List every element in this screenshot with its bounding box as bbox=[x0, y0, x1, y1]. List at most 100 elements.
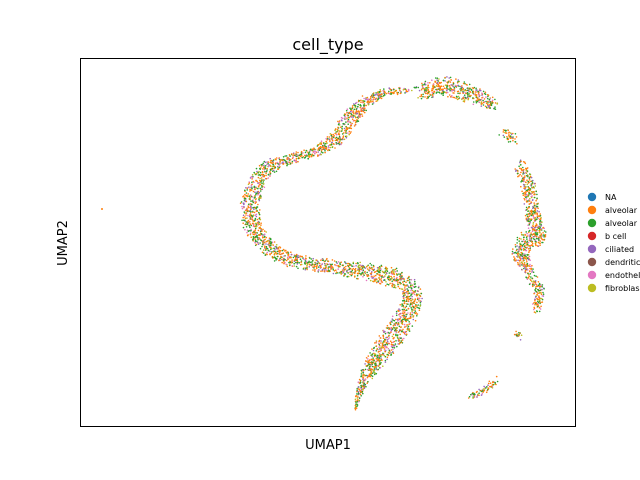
scatter-point bbox=[417, 299, 420, 301]
scatter-point bbox=[242, 214, 245, 217]
scatter-point bbox=[537, 288, 539, 291]
scatter-point bbox=[375, 340, 378, 342]
scatter-point bbox=[438, 81, 441, 84]
scatter-point bbox=[325, 137, 328, 140]
scatter-point bbox=[388, 328, 390, 331]
scatter-point bbox=[442, 94, 445, 96]
scatter-point bbox=[253, 233, 255, 236]
scatter-point bbox=[530, 212, 533, 214]
scatter-point bbox=[392, 333, 395, 336]
scatter-point bbox=[378, 354, 381, 357]
scatter-point bbox=[367, 355, 370, 357]
scatter-point bbox=[327, 269, 330, 271]
scatter-point bbox=[357, 105, 359, 108]
scatter-point bbox=[541, 288, 543, 291]
scatter-point bbox=[406, 90, 409, 93]
scatter-point bbox=[253, 208, 255, 210]
scatter-point bbox=[531, 285, 534, 288]
scatter-point bbox=[393, 269, 396, 271]
scatter-point bbox=[389, 321, 392, 324]
scatter-point bbox=[314, 270, 316, 272]
scatter-point bbox=[403, 311, 406, 314]
scatter-point bbox=[356, 274, 359, 277]
scatter-point bbox=[396, 320, 399, 322]
scatter-point bbox=[491, 383, 494, 386]
scatter-point bbox=[357, 391, 360, 393]
scatter-point bbox=[530, 232, 532, 234]
scatter-point bbox=[538, 242, 541, 244]
scatter-point bbox=[401, 277, 403, 280]
scatter-point bbox=[481, 97, 483, 99]
scatter-point bbox=[344, 113, 346, 115]
scatter-point bbox=[485, 96, 487, 98]
scatter-point bbox=[516, 238, 519, 241]
scatter-point bbox=[525, 247, 528, 249]
scatter-point bbox=[532, 303, 534, 305]
scatter-point bbox=[245, 221, 247, 223]
scatter-point bbox=[522, 169, 524, 171]
scatter-point bbox=[306, 268, 308, 271]
scatter-point bbox=[525, 236, 528, 239]
scatter-point bbox=[392, 351, 394, 353]
scatter-point bbox=[520, 185, 522, 188]
scatter-point bbox=[457, 95, 460, 98]
legend-marker bbox=[587, 270, 597, 280]
scatter-point bbox=[290, 256, 292, 259]
scatter-point bbox=[522, 234, 524, 236]
scatter-point bbox=[518, 265, 521, 267]
scatter-point bbox=[373, 280, 375, 283]
scatter-point bbox=[308, 151, 311, 153]
scatter-point bbox=[304, 154, 306, 157]
scatter-point bbox=[265, 174, 267, 177]
scatter-point bbox=[538, 236, 540, 239]
scatter-point bbox=[402, 320, 404, 323]
scatter-point bbox=[261, 165, 263, 167]
scatter-point bbox=[370, 372, 372, 375]
scatter-point bbox=[488, 100, 491, 102]
scatter-point bbox=[526, 219, 528, 221]
scatter-point bbox=[438, 92, 441, 94]
scatter-point bbox=[520, 181, 522, 183]
scatter-point bbox=[410, 286, 412, 289]
scatter-point bbox=[358, 400, 360, 403]
scatter-point bbox=[493, 107, 496, 110]
scatter-point bbox=[395, 334, 397, 337]
legend-entry: ciliated bbox=[587, 244, 634, 254]
scatter-point bbox=[401, 303, 404, 306]
scatter-point bbox=[524, 193, 526, 195]
scatter-point bbox=[399, 333, 402, 336]
scatter-point bbox=[440, 81, 443, 84]
scatter-point bbox=[516, 248, 518, 251]
scatter-point bbox=[539, 285, 541, 288]
scatter-point bbox=[538, 306, 541, 309]
scatter-point bbox=[255, 215, 258, 218]
scatter-point bbox=[431, 79, 433, 81]
scatter-point bbox=[249, 221, 251, 223]
scatter-point bbox=[300, 260, 303, 262]
scatter-point bbox=[473, 93, 475, 96]
scatter-point bbox=[302, 152, 304, 154]
scatter-point bbox=[372, 277, 375, 279]
scatter-point bbox=[267, 162, 269, 165]
scatter-point bbox=[395, 278, 398, 280]
scatter-point bbox=[253, 171, 255, 174]
scatter-point bbox=[534, 185, 537, 187]
scatter-point bbox=[531, 192, 534, 194]
scatter-point bbox=[353, 108, 356, 111]
scatter-point bbox=[530, 183, 533, 185]
scatter-point bbox=[282, 156, 285, 158]
scatter-point bbox=[264, 246, 266, 249]
scatter-point bbox=[345, 130, 348, 132]
scatter-point bbox=[260, 224, 262, 226]
scatter-point bbox=[242, 195, 245, 197]
scatter-point bbox=[470, 94, 472, 97]
scatter-point bbox=[248, 186, 250, 188]
scatter-point bbox=[391, 318, 394, 320]
scatter-point bbox=[386, 358, 388, 361]
scatter-point bbox=[327, 146, 330, 149]
scatter-point bbox=[314, 261, 316, 264]
scatter-point bbox=[402, 290, 404, 293]
scatter-point bbox=[402, 331, 405, 334]
scatter-point bbox=[456, 90, 459, 93]
